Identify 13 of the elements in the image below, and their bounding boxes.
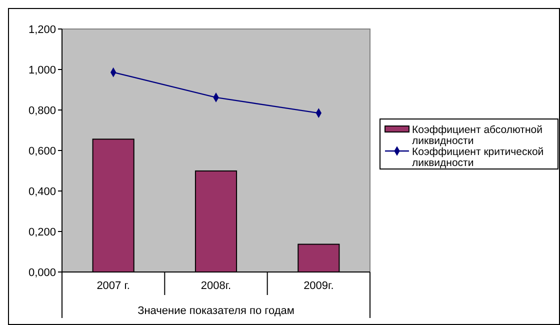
x-tick-label: 2009г.: [304, 280, 334, 292]
y-tick-label: 1,000: [28, 64, 56, 76]
legend-label: Коэффициент критической ликвидности: [412, 146, 544, 169]
x-axis-title: Значение показателя по годам: [138, 305, 294, 317]
y-tick-label: 0,200: [28, 226, 56, 238]
y-tick-label: 1,200: [28, 24, 56, 36]
y-tick-label: 0,400: [28, 186, 56, 198]
y-tick-label: 0,600: [28, 145, 56, 158]
x-tick-label: 2007 г.: [96, 280, 130, 292]
legend-label: Коэффициент абсолютной ликвидности: [412, 124, 543, 147]
y-tick-label: 0,000: [28, 266, 56, 279]
x-tick-label: 2008г.: [200, 280, 232, 292]
y-tick-label: 0,800: [28, 104, 56, 117]
